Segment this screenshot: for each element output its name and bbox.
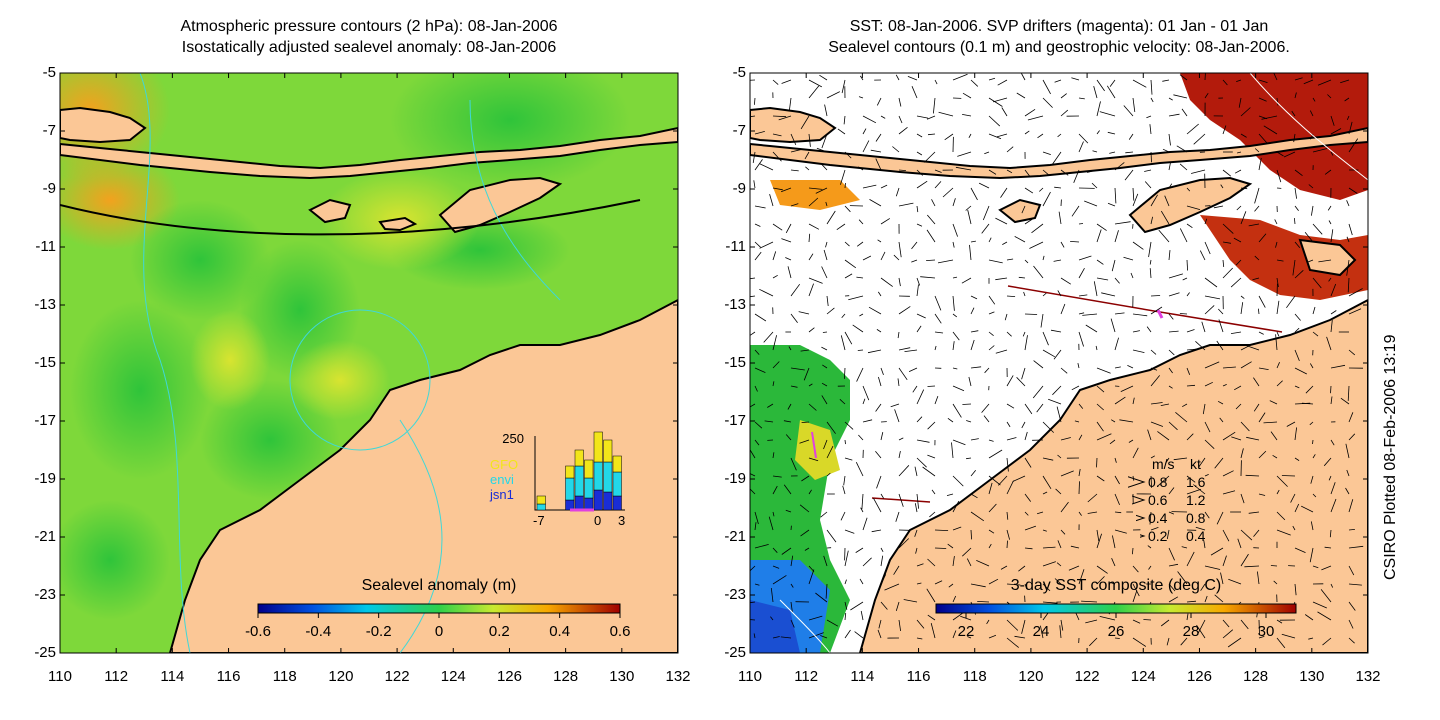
right-y-tick-label: -23 [724,586,746,603]
velocity-legend-ms: 0.6 [1148,492,1168,508]
velocity-legend-ms-header: m/s [1152,456,1175,472]
sealevel-colorbar [257,603,621,614]
inset-x-tick-max: 3 [618,513,626,528]
velocity-legend-arrow [1136,514,1146,522]
right-title: SST: 08-Jan-2006. SVP drifters (magenta)… [750,16,1368,58]
sealevel-colorbar-tick-label: 0.6 [609,623,631,640]
sst-colorbar-tick-label: 26 [1107,623,1125,640]
sealevel-colorbar-tick-label: -0.2 [365,623,392,640]
inset-x-tick-zero: 0 [594,513,602,528]
sealevel-colorbar-tick-label: -0.4 [305,623,332,640]
left-y-tick-label: -17 [34,412,56,429]
left-x-tick-label: 112 [104,668,129,685]
left-y-tick-label: -23 [34,586,56,603]
left-y-tick-label: -21 [34,528,56,545]
inset-x-tick-min: -7 [533,513,545,528]
sst-colorbar-title: 3-day SST composite (deg C) [1010,577,1222,594]
inset-histogram [534,431,625,512]
left-y-tick-label: -5 [42,64,56,81]
right-y-tick-label: -7 [732,122,746,139]
right-y-tick-label: -9 [732,180,746,197]
left-x-tick-label: 126 [496,668,522,685]
left-x-tick-label: 130 [609,668,635,685]
left-x-tick-label: 120 [328,668,354,685]
left-title-line2: Isostatically adjusted sealevel anomaly:… [181,39,557,56]
inset-legend-envi: envi [490,472,514,487]
velocity-legend-ms: 0.2 [1148,528,1168,544]
velocity-legend-arrow [1132,495,1146,505]
left-x-tick-label: 110 [48,668,72,685]
inset-legend-jsn1: jsn1 [490,487,514,502]
left-y-tick-label: -9 [42,180,56,197]
velocity-legend-ms: 0.4 [1148,510,1168,526]
right-x-tick-label: 132 [1355,668,1381,685]
left-x-tick-label: 124 [440,668,466,685]
sealevel-anomaly-map [60,73,678,653]
left-title-line1: Atmospheric pressure contours (2 hPa): 0… [180,18,558,35]
right-y-tick-label: -11 [725,238,746,255]
sst-map [750,73,1368,653]
right-x-tick-label: 120 [1018,668,1044,685]
left-title: Atmospheric pressure contours (2 hPa): 0… [60,16,678,58]
right-y-tick-label: -5 [732,64,746,81]
left-x-tick-label: 116 [216,668,241,685]
left-x-tick-label: 122 [384,668,410,685]
right-y-tick-label: -21 [724,528,746,545]
right-x-tick-label: 112 [794,668,819,685]
right-title-line1: SST: 08-Jan-2006. SVP drifters (magenta)… [849,18,1269,35]
velocity-legend-kt: 1.6 [1186,474,1206,490]
sealevel-colorbar-title: Sealevel anomaly (m) [361,577,517,594]
left-x-tick-label: 132 [665,668,691,685]
right-x-tick-label: 130 [1299,668,1325,685]
velocity-legend-kt: 0.8 [1186,510,1206,526]
right-x-tick-label: 122 [1074,668,1100,685]
right-x-tick-label: 126 [1186,668,1212,685]
velocity-legend-kt-header: kt [1190,456,1201,472]
left-y-tick-label: -25 [34,644,56,661]
right-y-tick-label: -25 [724,644,746,661]
right-y-tick-label: -17 [724,412,746,429]
left-y-tick-label: -13 [34,296,56,313]
sealevel-colorbar-tick-label: -0.6 [245,623,271,640]
velocity-legend-arrow [1128,476,1146,488]
right-x-tick-label: 110 [738,668,762,685]
left-y-tick-label: -15 [34,354,56,371]
sealevel-colorbar-tick-label: 0.2 [488,623,510,640]
sst-colorbar [935,603,1297,614]
left-y-tick-label: -7 [42,122,56,139]
sst-colorbar-tick-label: 24 [1032,623,1050,640]
velocity-legend-kt: 0.4 [1186,528,1206,544]
right-x-tick-label: 114 [850,668,875,685]
right-x-tick-label: 116 [906,668,931,685]
right-x-tick-label: 124 [1130,668,1156,685]
velocity-legend-ms: 0.8 [1148,474,1168,490]
inset-y-tick: 250 [502,431,524,446]
left-x-tick-label: 118 [272,668,297,685]
velocity-legend-arrow [1140,534,1146,538]
left-x-tick-label: 128 [553,668,579,685]
sealevel-colorbar-tick-label: 0.4 [549,623,571,640]
sst-colorbar-tick-label: 22 [957,623,975,640]
left-y-tick-label: -19 [34,470,56,487]
velocity-legend-kt: 1.2 [1186,492,1206,508]
right-y-tick-label: -13 [724,296,746,313]
left-y-tick-label: -11 [35,238,56,255]
right-y-tick-label: -19 [724,470,746,487]
sst-colorbar-tick-label: 28 [1182,623,1200,640]
sst-colorbar-tick-label: 30 [1257,623,1275,640]
right-x-tick-label: 118 [962,668,987,685]
right-title-line2: Sealevel contours (0.1 m) and geostrophi… [828,39,1290,56]
right-x-tick-label: 128 [1243,668,1269,685]
left-x-tick-label: 114 [160,668,185,685]
sealevel-colorbar-tick-label: 0 [434,623,444,640]
right-y-tick-label: -15 [724,354,746,371]
inset-legend-gfo: GFO [490,457,519,472]
credit-text: CSIRO Plotted 08-Feb-2006 13:19 [1382,334,1399,580]
